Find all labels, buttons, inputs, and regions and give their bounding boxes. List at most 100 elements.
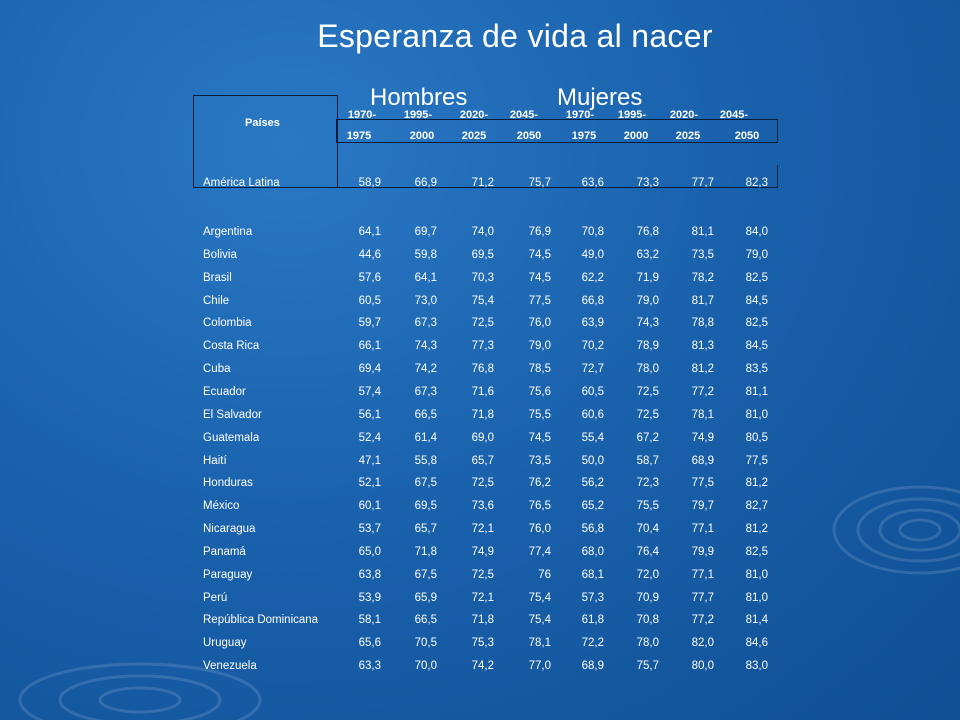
table-row-value: 81,2 xyxy=(691,363,714,376)
table-row-country: Argentina xyxy=(203,226,253,238)
table-row-value: 75,5 xyxy=(636,500,659,513)
period-start-label: 2020- xyxy=(669,109,699,121)
table-row-value: 70,8 xyxy=(636,614,659,627)
table-row-value: 67,3 xyxy=(414,385,437,398)
table-row-value: 81,2 xyxy=(745,477,768,490)
table-row-value: 62,2 xyxy=(581,271,604,284)
table-row-value: 70,8 xyxy=(581,226,604,238)
table-row-value: 80,0 xyxy=(691,660,714,673)
table-row-value: 72,3 xyxy=(636,477,659,490)
table-row-value: 78,5 xyxy=(528,363,551,376)
table-row-country: Bolivia xyxy=(203,248,237,261)
table-row-value: 74,2 xyxy=(414,363,437,376)
table-row-value: 52,1 xyxy=(358,477,381,490)
table-row-country: República Dominicana xyxy=(203,614,319,627)
period-start-label: 2020- xyxy=(459,109,489,121)
table-row-value: 63,9 xyxy=(581,317,604,330)
table-row-value: 44,6 xyxy=(358,248,381,261)
table-row-value: 69,5 xyxy=(471,248,494,261)
table-row-value: 76,5 xyxy=(528,500,551,513)
table-row-value: 57,3 xyxy=(581,591,604,604)
table-row-value: 77,1 xyxy=(691,523,714,536)
table-row-value: 60,5 xyxy=(358,294,381,307)
table-row-value: 75,4 xyxy=(471,294,494,307)
table-row-value: 57,4 xyxy=(358,385,381,398)
table-row-value: 74,3 xyxy=(414,340,437,353)
table-row-country: Perú xyxy=(203,591,228,604)
table-row-value: 77,5 xyxy=(745,454,768,467)
table-row-value: 77,0 xyxy=(528,660,551,673)
table-row-value: 76,4 xyxy=(636,545,659,558)
table-row-value: 73,5 xyxy=(528,454,551,467)
table-row-country: Uruguay xyxy=(203,637,247,650)
table-row-value: 72,5 xyxy=(471,477,494,490)
table-row-country: Cuba xyxy=(203,363,231,376)
table-row-value: 77,7 xyxy=(691,591,714,604)
total-row-value: 77,7 xyxy=(691,177,714,189)
total-row-value: 73,3 xyxy=(636,177,659,189)
table-row-value: 84,5 xyxy=(745,340,768,353)
period-start-label: 1995- xyxy=(617,109,647,121)
table-row-value: 63,8 xyxy=(358,568,381,581)
table-row-value: 75,4 xyxy=(528,591,551,604)
table-row-value: 82,5 xyxy=(745,271,768,284)
table-row-value: 78,9 xyxy=(636,340,659,353)
table-row-value: 56,2 xyxy=(581,477,604,490)
table-row-value: 81,0 xyxy=(745,591,768,604)
table-row-value: 69,4 xyxy=(358,363,381,376)
period-end-label: 1975 xyxy=(346,130,372,142)
total-row-value: 75,7 xyxy=(528,177,551,189)
table-row-value: 68,1 xyxy=(581,568,604,581)
table-row-country: Nicaragua xyxy=(203,523,256,536)
table-row-value: 72,5 xyxy=(471,317,494,330)
table-row-value: 79,7 xyxy=(691,500,714,513)
table-row-value: 76,9 xyxy=(528,226,551,238)
table-row-value: 66,5 xyxy=(414,614,437,627)
table-row-value: 72,1 xyxy=(471,523,494,536)
table-row-value: 83,5 xyxy=(745,363,768,376)
table-row-value: 82,0 xyxy=(691,637,714,650)
table-row-country: Paraguay xyxy=(203,568,253,581)
table-row-value: 58,7 xyxy=(636,454,659,467)
table-row-value: 77,3 xyxy=(471,340,494,353)
total-row-value: 66,9 xyxy=(414,177,437,189)
table-row-value: 64,1 xyxy=(414,271,437,284)
table-row-value: 82,5 xyxy=(745,545,768,558)
table-row-value: 49,0 xyxy=(581,248,604,261)
table-row-value: 55,8 xyxy=(414,454,437,467)
period-end-label: 2000 xyxy=(623,130,649,142)
table-row-value: 78,8 xyxy=(691,317,714,330)
table-row-value: 72,5 xyxy=(636,385,659,398)
table-row-value: 78,1 xyxy=(528,637,551,650)
total-row-value: 58,9 xyxy=(358,177,381,189)
table-row-value: 65,9 xyxy=(414,591,437,604)
group-header-hombres: Hombres xyxy=(370,84,468,111)
table-row-value: 80,5 xyxy=(745,431,768,444)
period-start-label: 1970- xyxy=(347,109,377,121)
table-row-value: 77,2 xyxy=(691,385,714,398)
table-row-value: 78,1 xyxy=(691,408,714,421)
table-row-value: 81,0 xyxy=(745,408,768,421)
table-row-value: 50,0 xyxy=(581,454,604,467)
table-row-value: 81,2 xyxy=(745,523,768,536)
table-row-value: 70,0 xyxy=(414,660,437,673)
table-row-value: 63,3 xyxy=(358,660,381,673)
table-row-value: 53,7 xyxy=(358,523,381,536)
table-row-value: 74,3 xyxy=(636,317,659,330)
table-row-value: 73,6 xyxy=(471,500,494,513)
table-row-country: Chile xyxy=(203,294,230,307)
table-row-value: 71,8 xyxy=(414,545,437,558)
table-row-country: Brasil xyxy=(203,271,232,284)
period-end-label: 1975 xyxy=(571,130,597,142)
table-row-value: 56,1 xyxy=(358,408,381,421)
table-row-value: 79,9 xyxy=(691,545,714,558)
table-row-value: 66,8 xyxy=(581,294,604,307)
table-row-value: 71,8 xyxy=(471,614,494,627)
table-row-value: 61,8 xyxy=(581,614,604,627)
table-row-value: 71,8 xyxy=(471,408,494,421)
table-row-value: 53,9 xyxy=(358,591,381,604)
table-row-value: 72,5 xyxy=(636,408,659,421)
table-row-value: 61,4 xyxy=(414,431,437,444)
table-row-value: 74,5 xyxy=(528,431,551,444)
table-row-value: 77,2 xyxy=(691,614,714,627)
